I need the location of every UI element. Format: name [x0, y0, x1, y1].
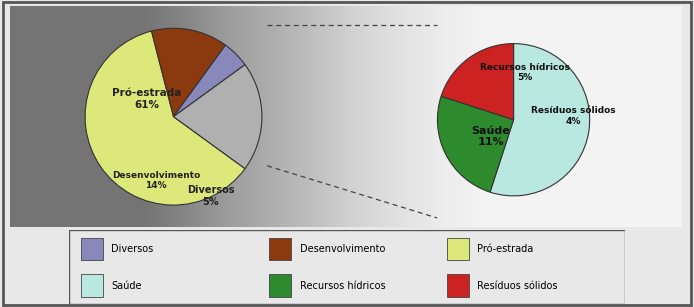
Bar [81, 238, 103, 260]
Text: Pró-estrada: Pró-estrada [477, 244, 534, 254]
Text: Desenvolvimento: Desenvolvimento [300, 244, 385, 254]
Wedge shape [441, 44, 514, 120]
Wedge shape [174, 65, 262, 169]
Text: Diversos: Diversos [111, 244, 153, 254]
Wedge shape [174, 45, 245, 117]
Text: Desenvolvimento
14%: Desenvolvimento 14% [112, 171, 200, 190]
Bar [447, 274, 469, 297]
Text: Saúde
11%: Saúde 11% [471, 126, 510, 147]
Text: Resíduos sólidos: Resíduos sólidos [477, 281, 558, 290]
Wedge shape [85, 31, 245, 205]
Wedge shape [490, 44, 590, 196]
Bar [269, 238, 291, 260]
Bar [447, 238, 469, 260]
Bar [81, 274, 103, 297]
Text: Pró-estrada
61%: Pró-estrada 61% [112, 88, 182, 110]
Wedge shape [151, 28, 226, 117]
Text: Resíduos sólidos
4%: Resíduos sólidos 4% [531, 106, 616, 126]
Text: Saúde: Saúde [111, 281, 142, 290]
Text: Recursos hídricos
5%: Recursos hídricos 5% [480, 63, 570, 82]
Text: Recursos hídricos: Recursos hídricos [300, 281, 385, 290]
Text: Diversos
5%: Diversos 5% [187, 185, 235, 207]
Wedge shape [437, 96, 514, 192]
Bar [269, 274, 291, 297]
